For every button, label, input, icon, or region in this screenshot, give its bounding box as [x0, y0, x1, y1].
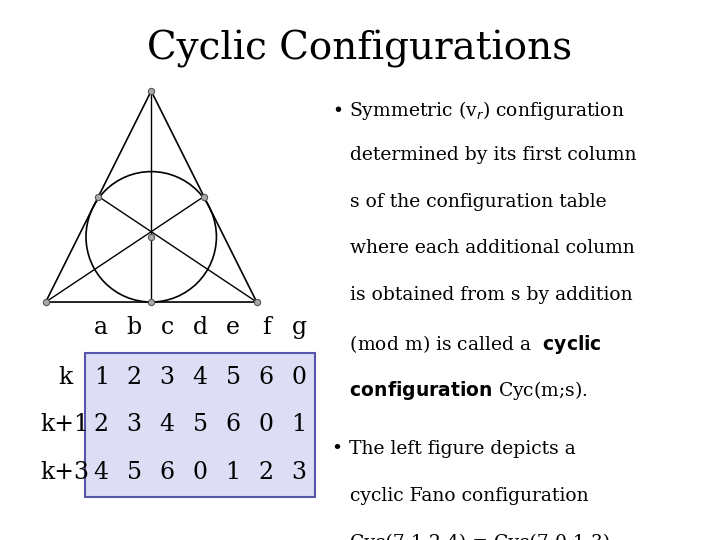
Text: cyclic Fano configuration: cyclic Fano configuration [332, 487, 588, 504]
Text: 2: 2 [94, 414, 109, 436]
FancyBboxPatch shape [85, 353, 315, 497]
Text: (mod m) is called a  $\bf{cyclic}$: (mod m) is called a $\bf{cyclic}$ [332, 333, 602, 356]
Text: g: g [292, 316, 307, 339]
Text: 2: 2 [258, 461, 274, 484]
Text: 1: 1 [292, 414, 307, 436]
Text: 5: 5 [193, 414, 207, 436]
Text: d: d [192, 316, 207, 339]
Text: k: k [58, 366, 72, 389]
Text: is obtained from s by addition: is obtained from s by addition [332, 286, 632, 304]
Text: 3: 3 [127, 414, 142, 436]
Text: 4: 4 [160, 414, 175, 436]
Text: 0: 0 [292, 366, 307, 389]
Text: 5: 5 [225, 366, 240, 389]
Text: 2: 2 [127, 366, 142, 389]
Text: b: b [127, 316, 142, 339]
Text: 0: 0 [258, 414, 274, 436]
Text: $\bf{configuration}$ Cyc(m;s).: $\bf{configuration}$ Cyc(m;s). [332, 379, 588, 402]
Text: 6: 6 [160, 461, 175, 484]
Text: determined by its first column: determined by its first column [332, 146, 636, 164]
Text: c: c [161, 316, 174, 339]
Text: 4: 4 [94, 461, 109, 484]
Text: 0: 0 [193, 461, 207, 484]
Text: s of the configuration table: s of the configuration table [332, 193, 606, 211]
Text: a: a [94, 316, 108, 339]
Text: 3: 3 [292, 461, 307, 484]
Text: 5: 5 [127, 461, 142, 484]
Text: 4: 4 [192, 366, 207, 389]
Text: 6: 6 [225, 414, 240, 436]
Text: k+3: k+3 [40, 461, 89, 484]
Text: Cyc(7;1,2,4) = Cyc(7;0,1,3).: Cyc(7;1,2,4) = Cyc(7;0,1,3). [332, 534, 616, 540]
Text: • The left figure depicts a: • The left figure depicts a [332, 440, 575, 458]
Text: e: e [226, 316, 240, 339]
Text: where each additional column: where each additional column [332, 239, 634, 258]
Text: k+1: k+1 [40, 414, 90, 436]
Text: Cyclic Configurations: Cyclic Configurations [148, 30, 572, 68]
Text: f: f [261, 316, 271, 339]
Text: • Symmetric (v$_r$) configuration: • Symmetric (v$_r$) configuration [332, 99, 624, 123]
Text: 3: 3 [160, 366, 175, 389]
Text: 1: 1 [225, 461, 240, 484]
Text: 1: 1 [94, 366, 109, 389]
Text: 6: 6 [258, 366, 274, 389]
